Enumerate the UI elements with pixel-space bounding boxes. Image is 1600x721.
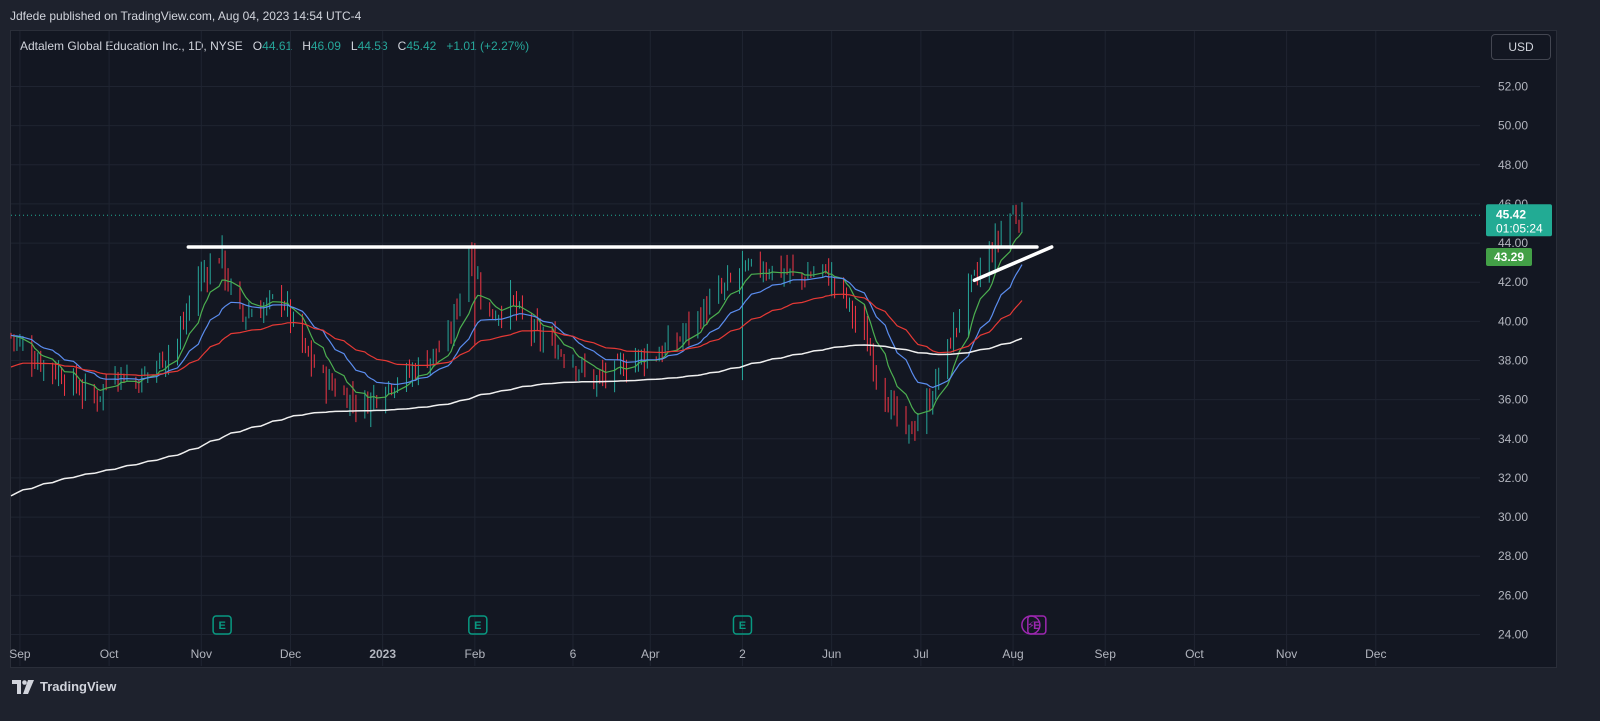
change-value: +1.01 (+2.27%) xyxy=(446,39,530,53)
close-value: 45.42 xyxy=(406,39,437,53)
open-value: 44.61 xyxy=(262,39,293,53)
symbol-legend: Adtalem Global Education Inc., 1D, NYSE … xyxy=(20,39,529,53)
tradingview-logo-text: TradingView xyxy=(40,679,117,694)
tradingview-logo[interactable]: TradingView xyxy=(12,679,116,694)
high-label: H xyxy=(302,39,311,53)
open-label: O xyxy=(252,39,263,53)
bottom-bar xyxy=(0,668,1600,721)
symbol-name[interactable]: Adtalem Global Education Inc., 1D, NYSE xyxy=(20,39,243,53)
low-value: 44.53 xyxy=(357,39,388,53)
chart-panel[interactable] xyxy=(10,30,1557,668)
currency-button[interactable]: USD xyxy=(1491,34,1551,60)
high-value: 46.09 xyxy=(310,39,341,53)
tradingview-logo-icon xyxy=(12,679,34,694)
close-label: C xyxy=(397,39,407,53)
top-bar: Jdfede published on TradingView.com, Aug… xyxy=(0,0,1600,30)
low-label: L xyxy=(350,39,358,53)
publisher-line: Jdfede published on TradingView.com, Aug… xyxy=(10,9,362,23)
